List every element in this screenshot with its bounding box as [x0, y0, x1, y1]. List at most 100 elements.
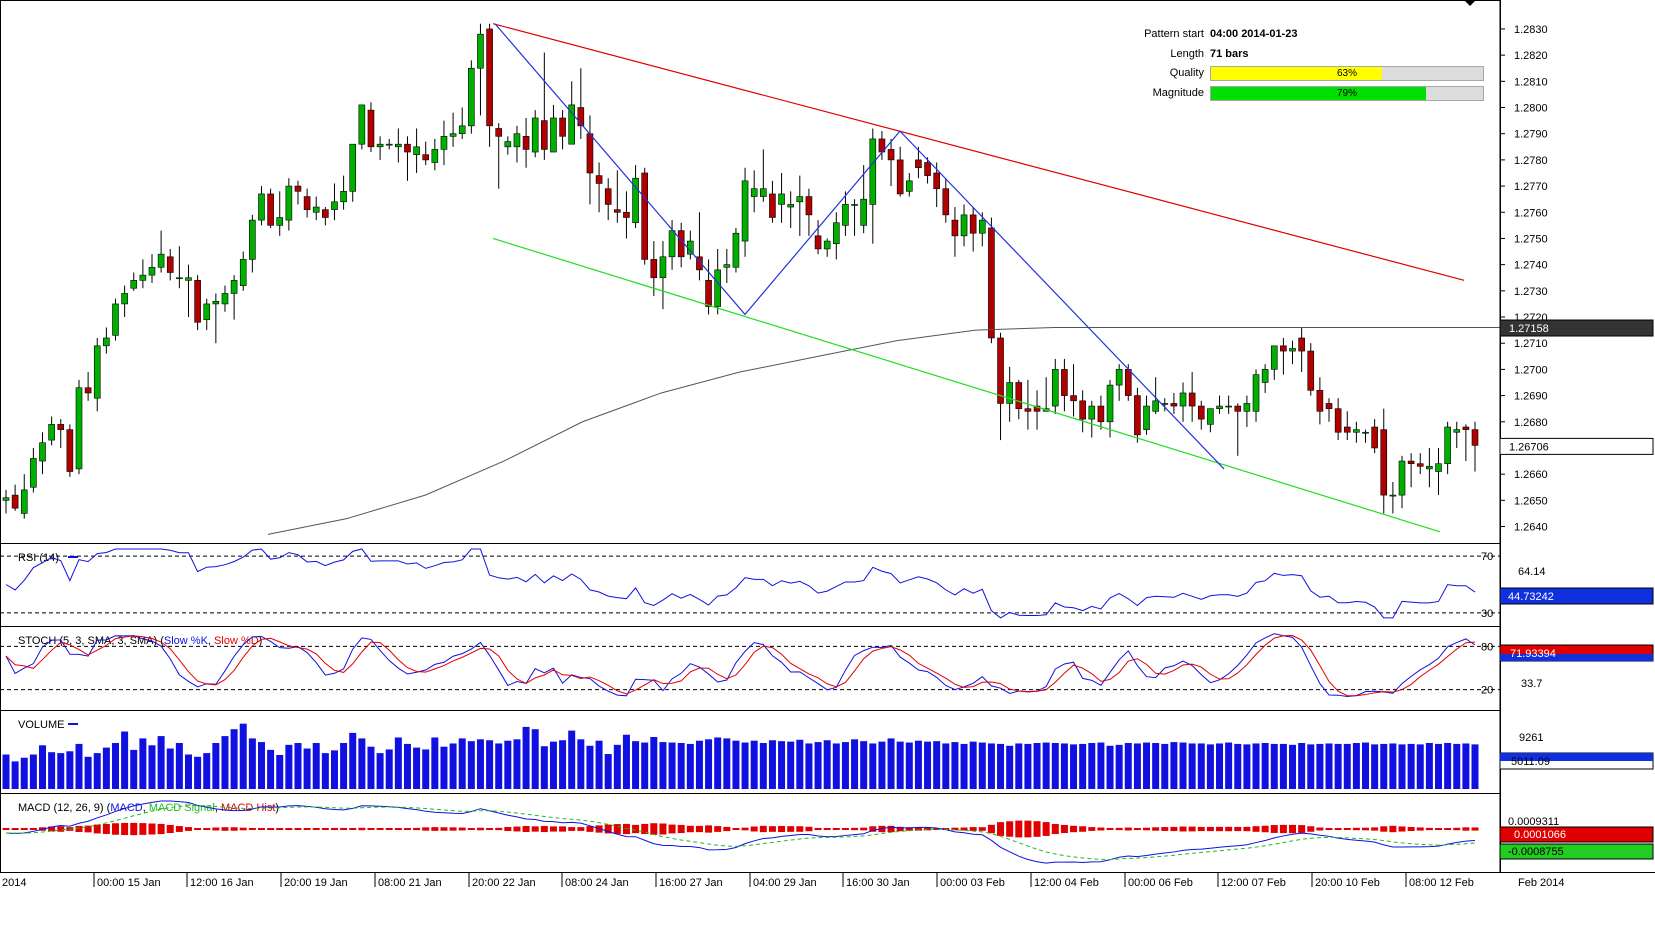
bear-candle — [1079, 400, 1086, 420]
volume-bar — [1033, 743, 1041, 789]
macd-hist-bar — [805, 826, 813, 832]
volume-bar — [677, 743, 685, 789]
volume-bar — [57, 753, 65, 789]
volume-bar — [1106, 745, 1114, 789]
bear-candle — [194, 280, 201, 323]
bull-candle — [75, 387, 83, 470]
macd-hist-bar — [1252, 826, 1260, 832]
last-price-badge — [1499, 437, 1654, 455]
volume-bar — [203, 753, 211, 789]
bull-candle — [869, 138, 877, 205]
volume-bar — [2, 754, 10, 789]
macd-hist-bar — [157, 823, 165, 835]
macd-hist-bar — [1261, 825, 1269, 833]
macd-hist-bar — [221, 827, 229, 831]
macd-line — [5, 800, 1476, 864]
bull-candle — [413, 146, 420, 155]
bull-candle — [632, 177, 639, 224]
bull-candle — [1152, 400, 1159, 412]
macd-hist-bar — [376, 828, 384, 830]
macd-hist-bar — [276, 828, 284, 830]
pattern-info-panel: Pattern start 04:00 2014-01-23 Length 71… — [1140, 26, 1500, 104]
macd-hist-bar — [1106, 828, 1114, 830]
pattern-start-label: Pattern start — [1144, 28, 1204, 40]
volume-bar — [1416, 744, 1424, 789]
rsi-value-badge — [1499, 587, 1654, 605]
volume-bar — [1407, 743, 1415, 789]
volume-bar — [1124, 743, 1132, 789]
macd-hist-bar — [440, 827, 448, 831]
bear-candle — [166, 256, 174, 273]
bear-candle — [57, 424, 65, 430]
macd-hist-bar — [823, 828, 831, 830]
volume-bar — [613, 744, 621, 789]
bear-candle — [367, 109, 375, 148]
volume-bar — [805, 743, 813, 789]
volume-bar — [1024, 743, 1032, 789]
macd-hist-bar — [650, 823, 658, 835]
bull-candle — [1435, 463, 1442, 472]
bear-candle — [559, 117, 566, 137]
volume-bar — [1197, 743, 1205, 789]
bull-candle — [93, 345, 101, 399]
bull-candle — [833, 222, 840, 244]
volume-bar — [559, 740, 567, 789]
volume-bar — [1088, 743, 1096, 789]
volume-bar — [823, 740, 831, 789]
stoch-level-high-label: 80 — [1481, 641, 1493, 653]
macd-hist-bar — [787, 826, 795, 832]
length-label: Length — [1170, 47, 1204, 60]
macd-hist-bar — [486, 828, 494, 830]
rsi-line — [5, 548, 1476, 619]
volume-bar — [267, 749, 275, 789]
macd-hist-bar — [340, 827, 348, 831]
bear-candle — [924, 162, 931, 176]
volume-bar — [814, 742, 822, 789]
bull-candle — [750, 188, 758, 197]
bear-candle — [1380, 429, 1388, 496]
volume-bar — [960, 743, 968, 789]
macd-hist-bar — [212, 827, 220, 831]
volume-bar — [121, 731, 129, 789]
macd-hist-bar — [1097, 827, 1105, 831]
macd-hist-bar — [1124, 827, 1132, 831]
macd-hist-bar — [20, 828, 28, 830]
macd-tick-label: 0.0009311 — [1508, 816, 1559, 828]
macd-hist-bar — [1352, 827, 1360, 831]
volume-bar — [914, 740, 922, 789]
time-axis-label: 08:00 12 Feb — [1409, 877, 1474, 889]
volume-bar — [66, 751, 74, 789]
macd-hist-bar — [1143, 827, 1151, 831]
macd-hist-bar — [1060, 824, 1068, 834]
macd-hist-bar — [832, 828, 840, 830]
bull-candle — [668, 230, 676, 258]
bear-candle — [1307, 350, 1315, 391]
volume-bar — [1225, 742, 1233, 789]
volume-bar — [440, 746, 448, 789]
macd-hist-bar — [969, 827, 977, 831]
bear-candle — [1097, 405, 1105, 423]
volume-bar — [586, 745, 594, 789]
bull-candle — [285, 185, 293, 221]
volume-bar — [394, 737, 402, 789]
volume-bar — [595, 740, 603, 789]
bull-candle — [1261, 369, 1269, 383]
volume-bar — [997, 743, 1005, 789]
bull-candle — [203, 303, 211, 320]
macd-hist-bar — [48, 826, 56, 832]
volume-bar — [20, 757, 28, 789]
volume-bar — [1079, 743, 1087, 789]
bull-candle — [349, 143, 357, 192]
macd-hist-bar — [841, 828, 849, 830]
bull-candle — [787, 204, 794, 208]
magnitude-bar-fill — [1211, 86, 1426, 100]
bull-candle — [741, 180, 749, 242]
time-axis-label: 08:00 24 Jan — [565, 877, 629, 889]
volume-bar — [1170, 742, 1178, 789]
price-tick-label: 1.2790 — [1514, 129, 1548, 141]
macd-hist-bar — [1070, 825, 1078, 833]
volume-bar — [540, 746, 548, 789]
macd-hist-bar — [750, 826, 758, 832]
volume-bar — [376, 753, 384, 789]
bull-candle — [1398, 460, 1406, 496]
